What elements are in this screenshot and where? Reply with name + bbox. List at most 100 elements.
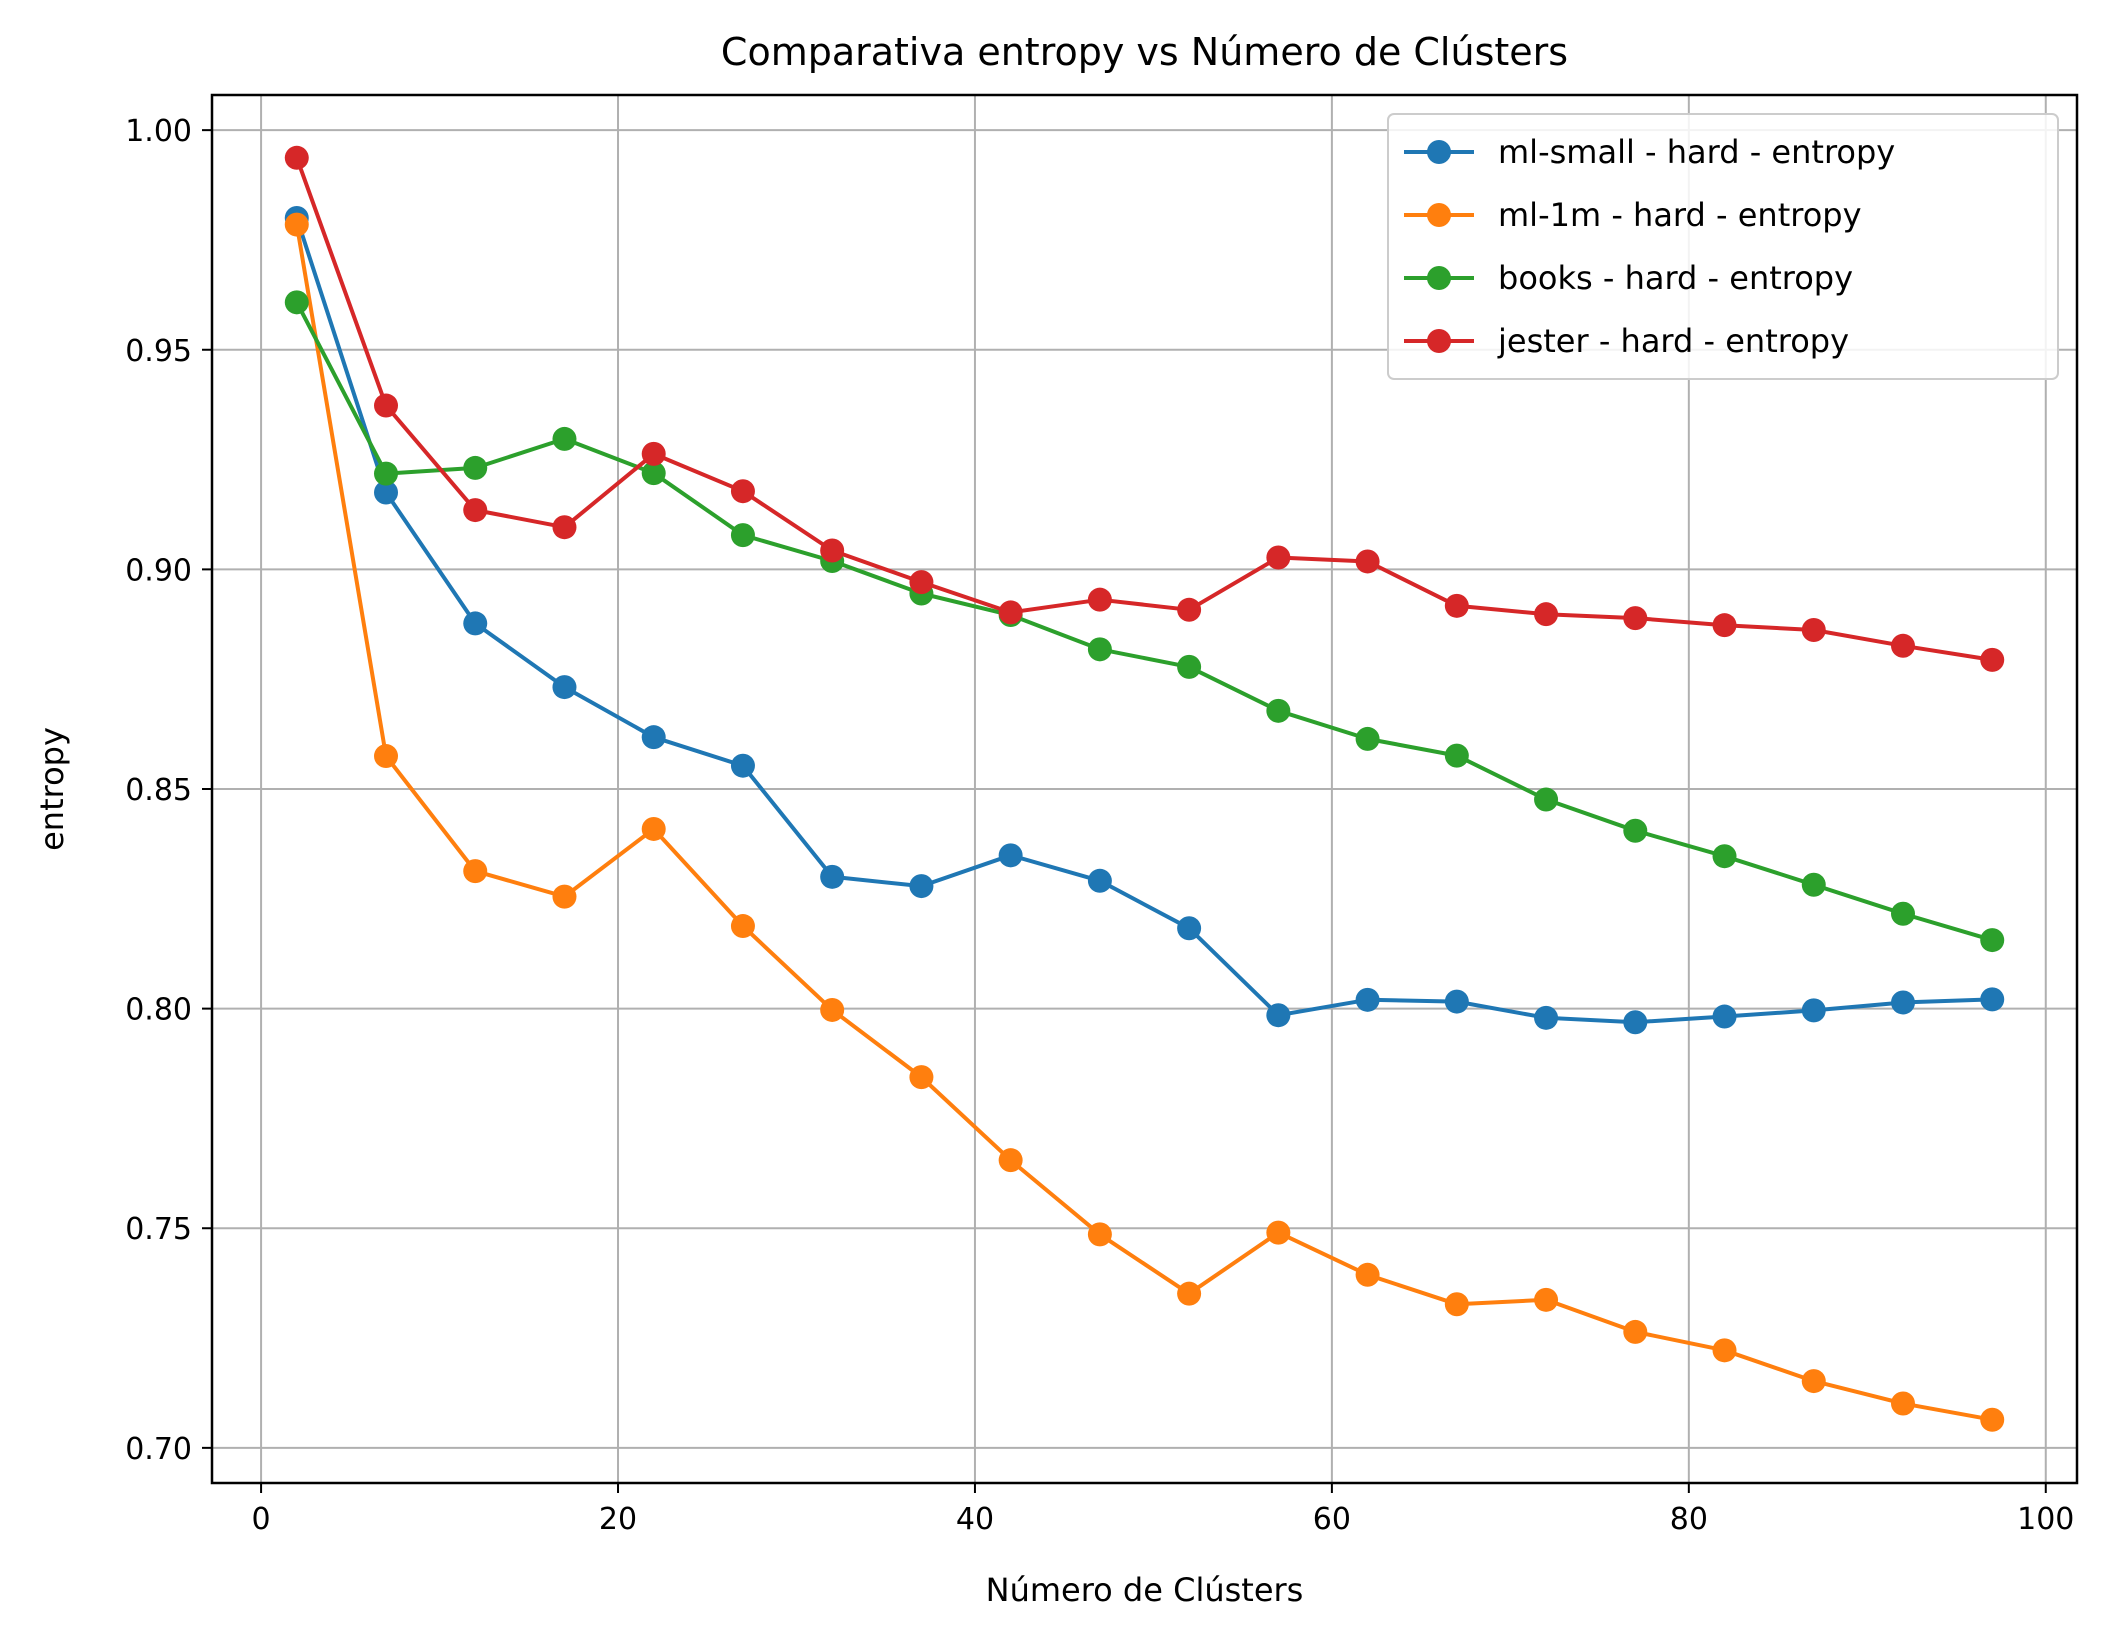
legend: ml-small - hard - entropy ml-1m - hard - … — [1387, 113, 2059, 380]
data-point — [1801, 617, 1826, 642]
data-point — [374, 461, 399, 486]
data-point — [1623, 1010, 1648, 1035]
legend-marker — [1427, 140, 1451, 164]
data-point — [641, 725, 666, 750]
data-point — [552, 884, 577, 909]
data-point — [374, 744, 399, 769]
series-1 — [284, 205, 2005, 1035]
data-point — [1712, 613, 1737, 638]
data-point — [463, 611, 488, 636]
y-tick-label: 0.90 — [125, 553, 192, 588]
data-point — [909, 1065, 934, 1090]
data-point — [820, 864, 845, 889]
data-point — [1801, 998, 1826, 1023]
data-point — [1177, 597, 1202, 622]
data-point — [1801, 872, 1826, 897]
data-point — [1534, 1005, 1559, 1030]
x-tick-label: 40 — [956, 1502, 994, 1537]
series-2 — [284, 212, 2005, 1432]
data-point — [1534, 1287, 1559, 1312]
data-point — [909, 874, 934, 899]
data-point — [641, 816, 666, 841]
data-point — [1980, 928, 2005, 953]
data-point — [1266, 1003, 1291, 1028]
data-point — [1087, 637, 1112, 662]
data-point — [1177, 654, 1202, 679]
data-point — [1355, 1262, 1380, 1287]
series-line — [295, 301, 1993, 943]
series-4 — [284, 145, 2005, 672]
y-tick-label: 1.00 — [125, 114, 192, 149]
data-point — [463, 455, 488, 480]
data-point — [1177, 1281, 1202, 1306]
data-point — [1890, 633, 1915, 658]
data-point — [998, 843, 1023, 868]
data-point — [1980, 647, 2005, 672]
data-point — [1980, 1407, 2005, 1432]
data-point — [552, 426, 577, 451]
grid — [212, 95, 2077, 1483]
x-tick-label: 20 — [599, 1502, 637, 1537]
data-point — [998, 600, 1023, 625]
y-tick-label: 0.70 — [125, 1432, 192, 1467]
series-layer — [284, 145, 2005, 1432]
data-point — [1444, 743, 1469, 768]
data-point — [374, 393, 399, 418]
data-point — [1266, 1220, 1291, 1245]
data-point — [1712, 1338, 1737, 1363]
y-axis-label: entropy — [33, 727, 71, 851]
data-point — [1266, 545, 1291, 570]
data-point — [1444, 989, 1469, 1014]
data-point — [1355, 987, 1380, 1012]
data-point — [641, 441, 666, 466]
data-point — [463, 498, 488, 523]
legend-label: jester - hard - entropy — [1497, 322, 1849, 360]
data-point — [1355, 549, 1380, 574]
y-tick-label: 0.85 — [125, 773, 192, 808]
data-point — [1355, 726, 1380, 751]
data-point — [1087, 868, 1112, 893]
data-point — [284, 212, 309, 237]
data-point — [1177, 916, 1202, 941]
x-tick-label: 80 — [1670, 1502, 1708, 1537]
data-point — [1890, 990, 1915, 1015]
data-point — [730, 753, 755, 778]
data-point — [1444, 1292, 1469, 1317]
x-tick-label: 60 — [1313, 1502, 1351, 1537]
data-point — [1623, 1319, 1648, 1344]
chart-title: Comparativa entropy vs Número de Clúster… — [721, 30, 1568, 74]
data-point — [730, 523, 755, 548]
data-point — [284, 290, 309, 315]
data-point — [820, 997, 845, 1022]
ticks: 0 20 40 60 80 100 0.70 0.75 0.80 0.85 0.90 0.95 1.00 — [125, 114, 2074, 1537]
data-point — [463, 859, 488, 884]
y-tick-label: 0.95 — [125, 334, 192, 369]
legend-label: books - hard - entropy — [1498, 259, 1853, 297]
data-point — [1444, 593, 1469, 618]
legend-label: ml-1m - hard - entropy — [1498, 196, 1862, 234]
data-point — [1712, 1004, 1737, 1029]
data-point — [552, 515, 577, 540]
legend-marker — [1427, 266, 1451, 290]
data-point — [1890, 901, 1915, 926]
x-tick-label: 100 — [2017, 1502, 2074, 1537]
series-line — [294, 157, 1993, 662]
data-point — [1087, 587, 1112, 612]
data-point — [1623, 818, 1648, 843]
data-point — [1890, 1391, 1915, 1416]
data-point — [1534, 602, 1559, 627]
data-point — [641, 461, 666, 486]
y-tick-label: 0.80 — [125, 993, 192, 1028]
data-point — [909, 570, 934, 595]
data-point — [1623, 606, 1648, 631]
data-point — [1712, 844, 1737, 869]
y-tick-label: 0.75 — [125, 1212, 192, 1247]
data-point — [998, 1148, 1023, 1173]
data-point — [284, 145, 309, 170]
legend-box — [1387, 113, 2059, 380]
series-line — [294, 224, 1993, 1422]
data-point — [1087, 1222, 1112, 1247]
data-point — [374, 480, 399, 505]
data-point — [1980, 987, 2005, 1012]
